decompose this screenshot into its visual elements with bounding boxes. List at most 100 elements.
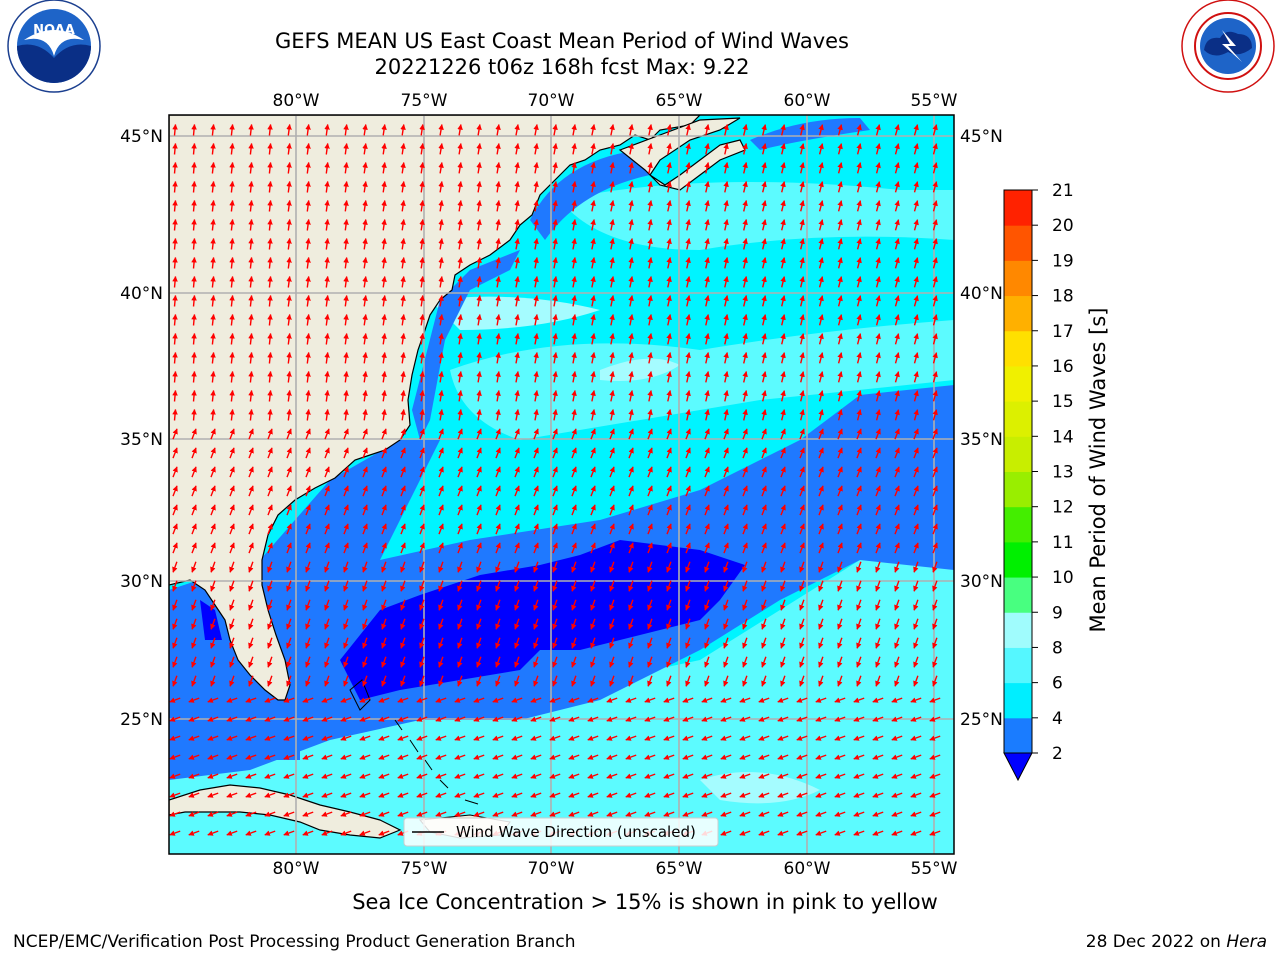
wave-direction-arrow [324, 428, 330, 440]
wave-direction-arrow [438, 409, 444, 421]
wave-direction-arrow [856, 295, 862, 307]
wave-direction-arrow [495, 295, 501, 307]
wave-direction-arrow [647, 371, 653, 383]
wave-direction-arrow [305, 218, 311, 231]
colorbar-tick-label: 18 [1052, 287, 1074, 307]
wave-direction-arrow [723, 333, 729, 345]
wave-direction-arrow [172, 237, 178, 250]
wave-direction-arrow [514, 390, 520, 402]
wave-direction-arrow [761, 200, 767, 212]
wave-direction-arrow [191, 351, 197, 364]
wave-direction-arrow [704, 504, 710, 516]
wave-direction-arrow [666, 428, 672, 440]
wave-direction-arrow [172, 523, 178, 535]
wave-direction-arrow [286, 428, 292, 440]
wave-direction-arrow [590, 409, 596, 421]
wave-direction-arrow [191, 237, 197, 250]
wave-direction-arrow [628, 200, 634, 212]
wave-direction-arrow [343, 219, 349, 231]
wave-direction-arrow [476, 143, 482, 155]
wave-direction-arrow [628, 295, 634, 307]
wave-direction-arrow [704, 333, 710, 345]
wave-direction-arrow [286, 447, 292, 459]
wave-direction-arrow [818, 371, 824, 383]
wave-direction-arrow [400, 485, 406, 497]
wave-direction-arrow [324, 504, 330, 516]
wave-direction-arrow [894, 124, 900, 136]
wave-direction-arrow [438, 162, 444, 174]
lon-label-top: 55°W [911, 91, 958, 111]
wave-direction-arrow [628, 124, 634, 136]
wave-direction-arrow [818, 352, 824, 364]
wave-direction-arrow [495, 428, 501, 440]
colorbar-tick-label: 14 [1052, 427, 1074, 447]
wave-direction-arrow [666, 276, 672, 288]
wave-direction-arrow [457, 485, 463, 497]
wave-direction-arrow [248, 256, 254, 269]
wave-direction-arrow [381, 276, 387, 288]
wave-direction-arrow [628, 162, 634, 174]
wave-direction-arrow [438, 181, 444, 193]
wave-direction-arrow [609, 124, 615, 136]
wave-direction-arrow [172, 123, 178, 136]
wave-direction-arrow [742, 333, 748, 345]
wave-direction-arrow [457, 371, 463, 383]
wave-direction-arrow [837, 504, 843, 516]
wave-direction-arrow [533, 504, 539, 516]
wave-direction-arrow [324, 142, 330, 155]
wave-direction-arrow [457, 162, 463, 174]
wave-direction-arrow [267, 275, 273, 288]
wave-direction-arrow [248, 142, 254, 155]
wave-direction-arrow [286, 199, 292, 212]
wave-direction-arrow [514, 295, 520, 307]
wave-direction-arrow [837, 162, 843, 174]
wave-direction-arrow [609, 333, 615, 345]
colorbar-segment [1004, 295, 1032, 332]
wave-direction-arrow [248, 313, 254, 326]
wave-direction-arrow [856, 333, 862, 345]
colorbar-segment [1004, 471, 1032, 508]
wave-direction-arrow [191, 313, 197, 326]
wave-direction-arrow [647, 276, 653, 288]
wave-direction-arrow [305, 275, 311, 288]
wave-direction-arrow [210, 351, 216, 364]
wave-direction-arrow [172, 485, 178, 497]
wave-direction-arrow [799, 257, 805, 269]
wave-direction-arrow [343, 390, 349, 402]
wave-direction-arrow [495, 409, 501, 421]
wave-direction-arrow [628, 447, 634, 459]
lon-label-top: 60°W [784, 91, 831, 111]
wave-direction-arrow [514, 371, 520, 383]
wave-direction-arrow [742, 276, 748, 288]
wave-direction-arrow [362, 124, 368, 136]
wave-direction-arrow [381, 162, 387, 174]
wave-direction-arrow [172, 389, 178, 402]
wave-direction-arrow [267, 370, 273, 383]
wave-direction-arrow [837, 124, 843, 136]
colorbar-segment [1004, 365, 1032, 402]
colorbar-tick-label: 2 [1052, 744, 1063, 764]
wave-direction-arrow [609, 352, 615, 364]
wave-direction-arrow [305, 256, 311, 269]
wave-direction-arrow [590, 314, 596, 326]
wave-direction-arrow [324, 161, 330, 174]
colorbar-tick-label: 21 [1052, 181, 1074, 201]
wave-direction-arrow [647, 409, 653, 421]
wave-direction-arrow [381, 485, 387, 497]
wave-direction-arrow [229, 504, 235, 516]
wave-direction-arrow [875, 200, 881, 212]
wave-direction-arrow [875, 314, 881, 326]
wave-direction-arrow [723, 162, 729, 174]
wave-direction-arrow [305, 370, 311, 383]
wave-direction-arrow [609, 257, 615, 269]
wave-direction-arrow [343, 333, 349, 345]
wave-direction-arrow [894, 333, 900, 345]
wave-direction-arrow [495, 238, 501, 250]
wave-direction-arrow [533, 352, 539, 364]
wave-direction-arrow [571, 428, 577, 440]
wave-direction-arrow [799, 333, 805, 345]
wave-direction-arrow [571, 390, 577, 402]
wave-direction-arrow [400, 295, 406, 307]
wave-direction-arrow [628, 333, 634, 345]
